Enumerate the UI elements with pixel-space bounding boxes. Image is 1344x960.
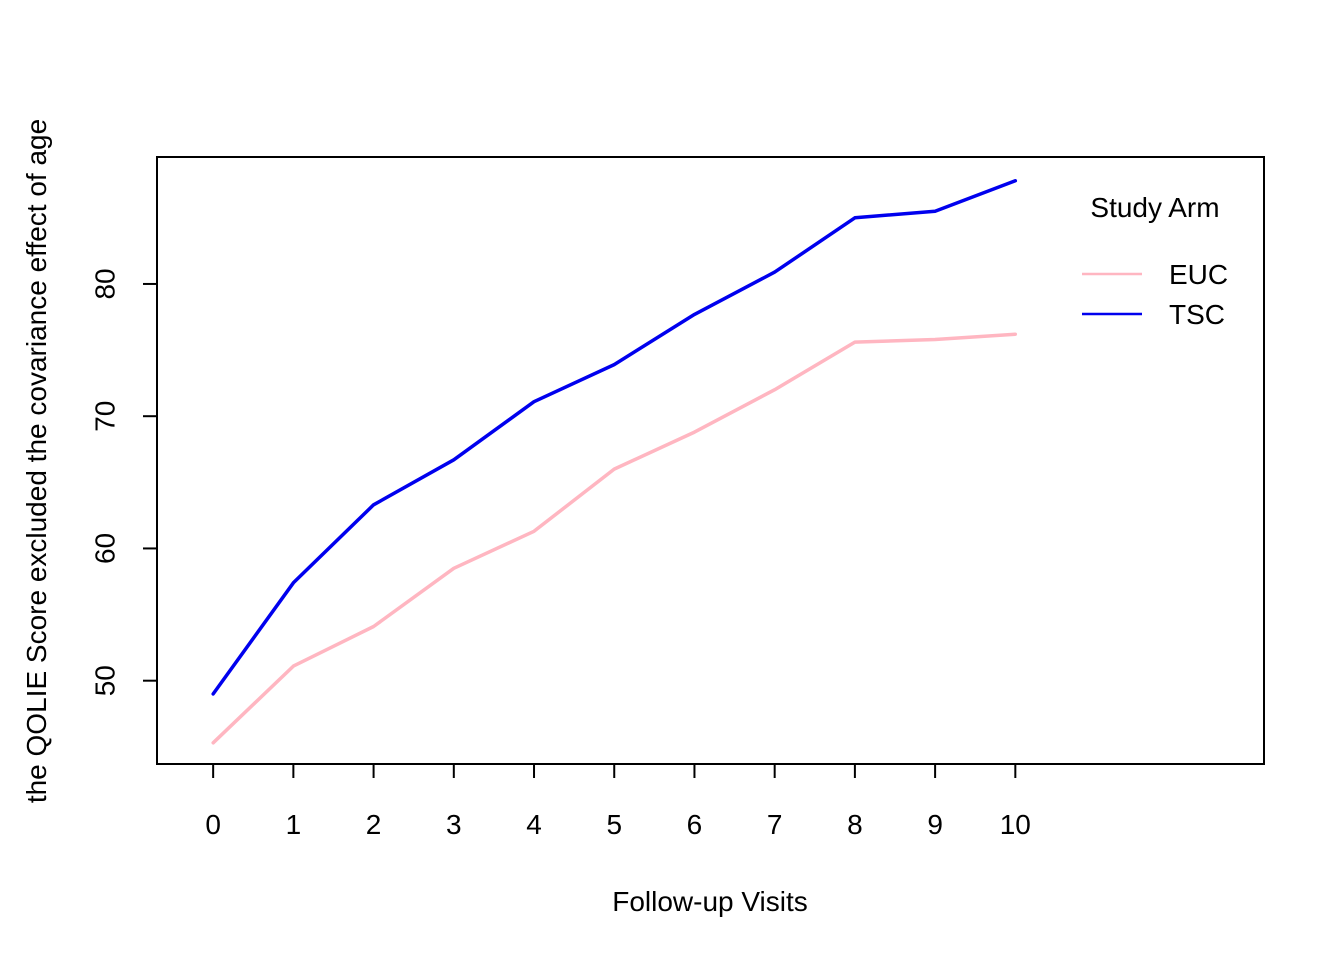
- legend-title: Study Arm: [1090, 192, 1219, 223]
- x-tick-label: 0: [205, 809, 221, 840]
- series-line-tsc: [211, 179, 1018, 696]
- y-tick-label: 80: [90, 268, 121, 299]
- x-axis-title: Follow-up Visits: [612, 886, 808, 917]
- series-line-euc: [211, 332, 1018, 745]
- x-axis: 0 1 2 3 4 5 6 7 8 9 10: [205, 763, 1031, 840]
- x-tick-label: 4: [526, 809, 542, 840]
- y-axis-title: the QOLIE Score excluded the covariance …: [21, 119, 52, 803]
- x-tick-label: 2: [366, 809, 382, 840]
- x-tick-label: 3: [446, 809, 462, 840]
- legend-label-euc: EUC: [1169, 259, 1228, 290]
- series-layer: [211, 179, 1018, 745]
- x-tick-label: 6: [687, 809, 703, 840]
- x-tick-label: 8: [847, 809, 863, 840]
- x-tick-label: 5: [606, 809, 622, 840]
- x-tick-label: 9: [927, 809, 943, 840]
- legend-label-tsc: TSC: [1169, 299, 1225, 330]
- x-tick-label: 10: [1000, 809, 1031, 840]
- legend: Study Arm EUC TSC: [1082, 192, 1228, 330]
- plot-frame: [156, 156, 1265, 765]
- x-tick-label: 1: [286, 809, 302, 840]
- y-tick-label: 70: [90, 401, 121, 432]
- y-tick-label: 50: [90, 665, 121, 696]
- y-axis: 50 60 70 80: [90, 268, 158, 696]
- x-tick-label: 7: [767, 809, 783, 840]
- y-tick-label: 60: [90, 533, 121, 564]
